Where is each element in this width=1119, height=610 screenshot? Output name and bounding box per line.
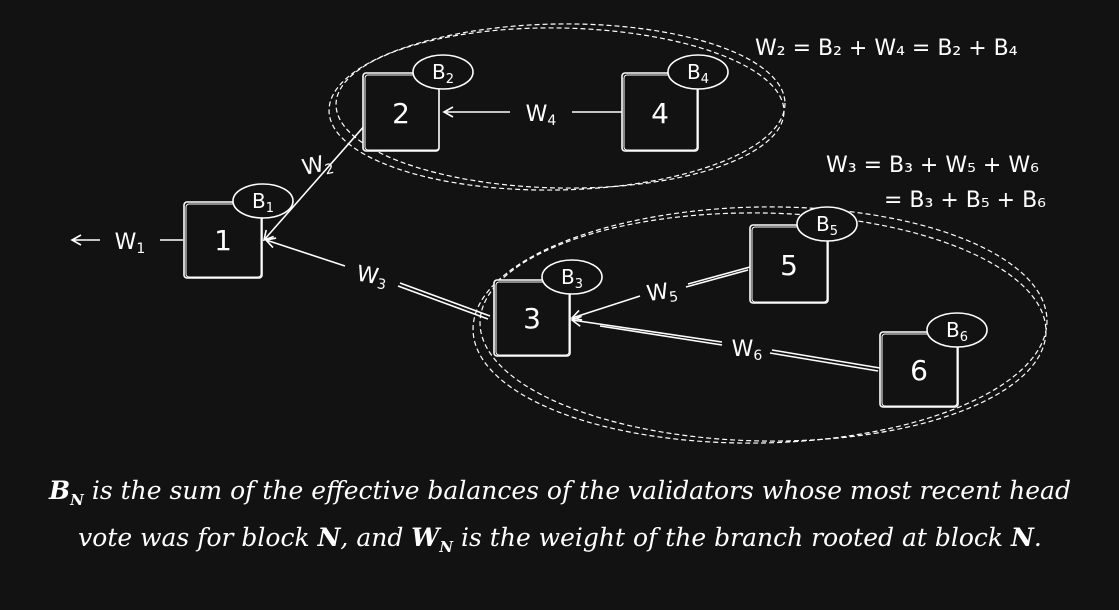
block-2 — [362, 72, 440, 152]
edge-5-3-b — [570, 295, 641, 321]
caption-b-n: BN — [49, 476, 84, 509]
block-3-label: 3 — [523, 302, 541, 335]
edge-3-1-b — [264, 237, 346, 267]
edge-6-3-b — [570, 315, 723, 343]
caption-part2: , and — [340, 523, 412, 552]
edge-6-3-a — [771, 349, 881, 369]
balance-label-4: B4 — [687, 60, 709, 87]
edge-label-w4: W4 — [526, 102, 557, 129]
block-1-label: 1 — [214, 224, 232, 257]
balance-label-6: B6 — [946, 318, 968, 345]
block-2-label: 2 — [392, 97, 410, 130]
block-5 — [749, 224, 829, 304]
equation-w3-line1: W₃ = B₃ + W₅ + W₆ — [826, 153, 1039, 178]
balance-label-5: B5 — [816, 212, 838, 239]
balance-label-1: B1 — [252, 189, 274, 216]
caption-part1: is the sum of the effective balances of … — [78, 476, 1071, 552]
balance-oval-2 — [412, 54, 474, 90]
balance-label-3: B3 — [561, 265, 583, 292]
caption: BN is the sum of the effective balances … — [40, 472, 1080, 566]
block-3 — [493, 279, 571, 357]
edge-3-1-a — [399, 282, 491, 317]
subtree-2-ellipse — [328, 23, 786, 191]
caption-n-end: N — [1011, 523, 1034, 552]
subtree-3-ellipse — [472, 206, 1048, 444]
edge-label-w3: W3 — [354, 262, 389, 294]
edge-label-w2: W2 — [300, 150, 336, 183]
edge-5-3-a — [687, 266, 751, 285]
block-5-label: 5 — [780, 249, 798, 282]
equation-w3-line2: = B₃ + B₅ + B₆ — [884, 188, 1046, 213]
caption-part3: is the weight of the branch rooted at bl… — [453, 523, 1012, 552]
equation-w2: W₂ = B₂ + W₄ = B₂ + B₄ — [755, 36, 1018, 61]
block-1 — [183, 201, 263, 279]
caption-w-n: WN — [411, 523, 454, 556]
balance-oval-5 — [796, 206, 858, 242]
block-4-label: 4 — [651, 97, 669, 130]
edge-2-1 — [262, 123, 367, 242]
block-6-label: 6 — [910, 354, 928, 387]
block-4 — [621, 72, 699, 152]
caption-end: . — [1033, 523, 1042, 552]
block-6 — [879, 331, 959, 408]
caption-n: N — [317, 523, 341, 552]
edge-label-w5: W5 — [645, 278, 679, 309]
balance-oval-6 — [926, 312, 988, 348]
edge-label-w6: W6 — [732, 337, 763, 364]
edge-label-w1: W1 — [115, 230, 146, 257]
fork-choice-diagram: 1 2 4 3 5 6 B1 B2 B4 B3 B5 B6 W1 W2 W3 W… — [70, 23, 1048, 444]
balance-oval-1 — [232, 183, 294, 219]
balance-oval-4 — [667, 54, 729, 90]
edges — [70, 106, 881, 372]
balance-oval-3 — [541, 259, 603, 295]
balance-label-2: B2 — [432, 60, 454, 87]
